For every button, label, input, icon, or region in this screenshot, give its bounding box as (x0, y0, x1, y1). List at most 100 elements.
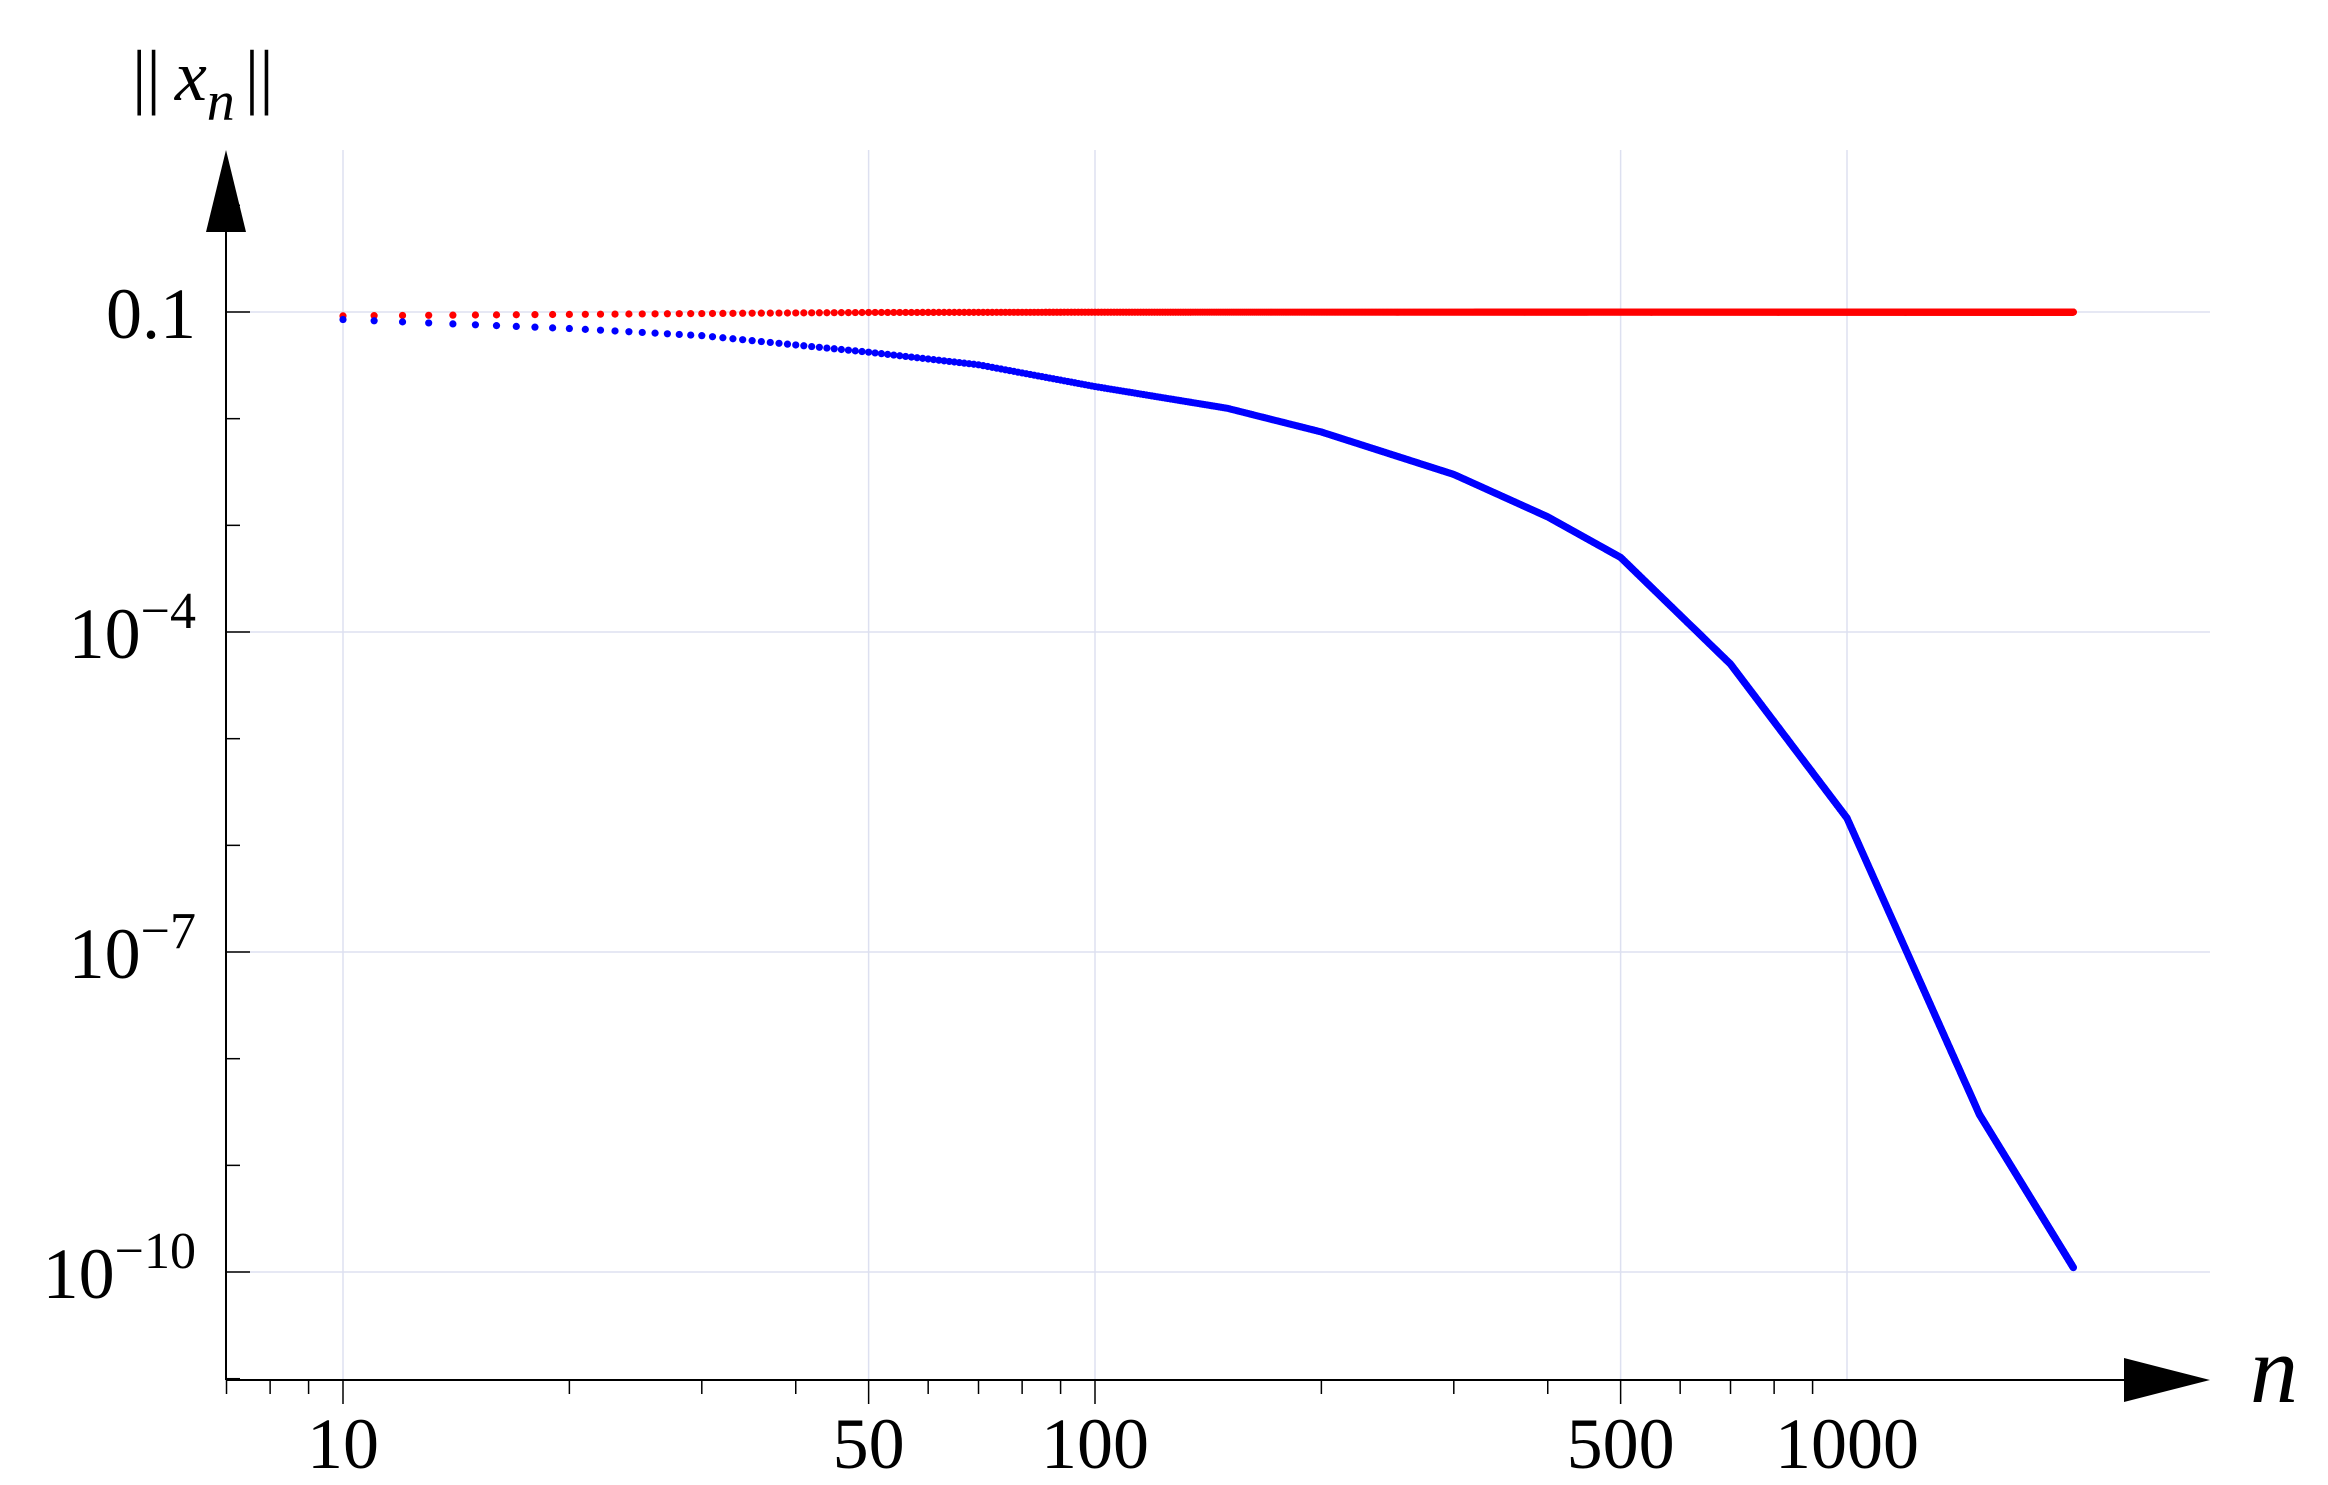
series-1-point (698, 332, 706, 340)
y-tick-label-base: 10 (69, 914, 141, 994)
y-tick-label-3: 10−10 (43, 1223, 196, 1314)
series-0-point (698, 309, 706, 318)
series-1-point (611, 327, 619, 335)
series-0-point (398, 311, 407, 320)
series-0-point (748, 309, 756, 317)
series-1-point (531, 323, 539, 331)
axis-labels: n || xn || (132, 36, 2298, 1423)
series-1-point (581, 325, 589, 333)
series-1-point (549, 324, 557, 332)
series-0-point (830, 309, 838, 317)
y-tick-label-base: 10 (43, 1234, 115, 1314)
series-1-point (815, 343, 823, 351)
series-0-point (808, 309, 816, 317)
y-tick-label-exponent: −4 (141, 583, 196, 640)
series-0-point (531, 311, 539, 319)
series-1-point (2069, 1264, 2077, 1272)
series-0-point (638, 310, 646, 318)
series-1-point (729, 335, 737, 343)
series-1-point (800, 342, 808, 350)
series-1-point (913, 354, 921, 362)
series-1-point (902, 352, 910, 361)
series-1-point (398, 318, 407, 326)
series-0-point (851, 308, 859, 317)
y-tick-label-base: 10 (69, 594, 141, 674)
x-tick-label-2: 100 (1041, 1404, 1149, 1484)
y-axis-label-var: x (174, 36, 207, 116)
series-1-point (675, 330, 683, 339)
series-0-point (611, 310, 619, 318)
series-1-point (370, 317, 378, 325)
axes (206, 150, 2210, 1402)
series-0-point (907, 308, 916, 317)
series-0-point (929, 308, 938, 316)
series-0-point (757, 309, 765, 317)
series-0-point (902, 308, 910, 317)
series-0-point (739, 309, 747, 317)
series-1-point (935, 356, 943, 364)
y-axis-label-suffix: || (245, 36, 274, 116)
series-1-point (871, 349, 879, 357)
series-1-point (865, 348, 873, 356)
y-tick-label-base: 0.1 (106, 274, 196, 354)
y-axis-label-sub: n (207, 71, 235, 133)
series-1-point (339, 315, 347, 324)
series-1-point (830, 345, 838, 353)
series-0-point (792, 309, 800, 317)
x-tick-label-3: 500 (1567, 1404, 1675, 1484)
series-1-point (896, 352, 904, 360)
series-1-point (884, 350, 892, 358)
series-0-point (890, 308, 898, 317)
series-0-point (896, 308, 904, 317)
series-1-point (719, 334, 727, 342)
series-1-point (748, 337, 756, 345)
x-tick-label-4: 1000 (1775, 1404, 1919, 1484)
series-0-point (425, 311, 433, 319)
series-0-point (783, 309, 792, 317)
series-1-point (823, 344, 831, 352)
series-1-point (565, 324, 573, 333)
series-0-point (449, 311, 457, 319)
x-tick-label-0: 10 (307, 1404, 379, 1484)
series-0-point (729, 309, 737, 317)
series-1-point (877, 350, 886, 358)
series-0-point (719, 309, 727, 318)
y-tick-label-exponent: −10 (115, 1223, 196, 1280)
series-0-point (823, 309, 831, 317)
series-1-point (687, 331, 695, 339)
series-0-point (858, 308, 866, 317)
series-0-point (950, 308, 958, 316)
y-tick-label-2: 10−7 (69, 903, 196, 994)
series-0-point (651, 310, 659, 318)
series-1-point (757, 337, 765, 346)
series-layer (339, 308, 2077, 1272)
series-1-point (924, 355, 932, 363)
series-1-point (596, 326, 605, 334)
series-0-point (865, 308, 873, 317)
series-0-point (766, 309, 774, 317)
series-0-point (884, 308, 892, 317)
series-0-point (877, 308, 886, 317)
y-tick-label-exponent: −7 (141, 903, 196, 960)
series-0-point (800, 309, 808, 317)
series-1-point (766, 338, 774, 347)
ticks (225, 204, 1814, 1404)
series-0-point (675, 310, 683, 318)
series-0 (339, 308, 2077, 320)
series-0-point (940, 308, 948, 316)
series-0-point (565, 310, 573, 318)
series-0-point (708, 309, 717, 318)
y-tick-label-0: 0.1 (106, 274, 196, 354)
series-0-point (919, 308, 927, 317)
series-0-point (844, 309, 853, 317)
series-0-point (945, 308, 953, 316)
series-0-point (815, 309, 823, 317)
grid (226, 150, 2210, 1380)
series-1-point (708, 333, 717, 341)
series-1-point (929, 356, 938, 364)
series-1-point (625, 328, 633, 336)
series-0-point (935, 308, 943, 316)
series-1-point (783, 340, 792, 348)
x-axis-arrow (2124, 1358, 2210, 1402)
series-1-point (792, 341, 800, 349)
